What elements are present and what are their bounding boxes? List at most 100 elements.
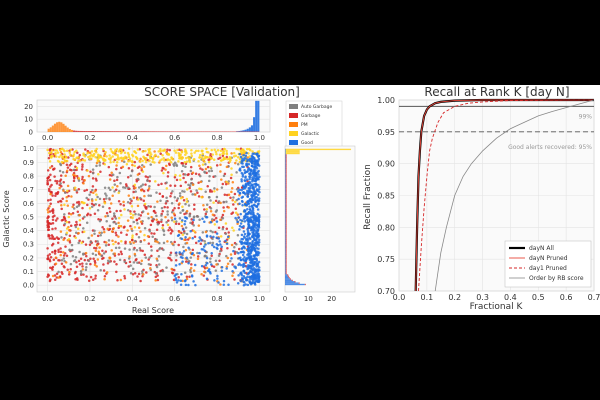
- good-point: [227, 283, 230, 286]
- garbage-point: [115, 233, 118, 237]
- good-point: [242, 165, 245, 169]
- good-point: [212, 245, 216, 249]
- good-point: [187, 246, 190, 250]
- good-point: [251, 176, 254, 179]
- garbage-point: [115, 270, 118, 274]
- good-point: [239, 212, 242, 216]
- good-point: [216, 277, 219, 280]
- galactic-point: [237, 147, 240, 151]
- galactic-point: [161, 226, 164, 230]
- auto-garbage-point: [205, 203, 209, 206]
- galactic-point: [151, 158, 155, 161]
- recall-x-tick: 0.4: [504, 293, 517, 302]
- good-point: [244, 192, 247, 196]
- garbage-point: [177, 243, 180, 247]
- good-point: [254, 220, 258, 223]
- auto-garbage-point: [119, 182, 122, 185]
- good-point: [251, 226, 254, 229]
- galactic-point: [115, 161, 119, 164]
- galactic-point: [83, 154, 87, 158]
- galactic-point: [104, 151, 107, 154]
- garbage-point: [75, 260, 78, 264]
- galactic-point: [125, 162, 129, 166]
- garbage-point: [94, 277, 97, 280]
- auto-garbage-point: [72, 168, 76, 172]
- auto-garbage-point: [129, 271, 133, 275]
- galactic-point: [212, 158, 216, 161]
- galactic-point: [65, 227, 69, 230]
- auto-garbage-point: [170, 218, 174, 222]
- legend-swatch: [289, 113, 298, 118]
- auto-garbage-point: [147, 262, 151, 266]
- top-hist-bar: [178, 131, 182, 132]
- garbage-point: [65, 163, 69, 167]
- right-hist-bar: [285, 192, 286, 194]
- pm-point: [132, 241, 135, 244]
- auto-garbage-point: [90, 205, 94, 208]
- right-hist-x-tick: 10: [304, 295, 313, 303]
- good-point: [237, 263, 240, 267]
- right-hist-bar: [285, 184, 286, 186]
- right-hist-bar: [285, 188, 287, 190]
- auto-garbage-point: [60, 236, 63, 239]
- good-point: [247, 246, 251, 250]
- garbage-point: [75, 265, 79, 268]
- galactic-point: [86, 151, 89, 155]
- right-hist-bar: [285, 185, 287, 187]
- galactic-point: [81, 200, 84, 204]
- auto-garbage-point: [158, 246, 162, 250]
- garbage-point: [117, 199, 121, 203]
- good-point: [247, 252, 250, 256]
- garbage-point: [67, 273, 71, 276]
- top-hist-bar: [164, 131, 167, 132]
- galactic-point: [95, 151, 98, 154]
- galactic-point: [63, 159, 67, 162]
- pm-point: [82, 182, 85, 185]
- pm-point: [78, 213, 81, 217]
- auto-garbage-point: [233, 246, 236, 249]
- right-x-label: Fractional K: [470, 302, 524, 312]
- garbage-point: [76, 151, 79, 154]
- pm-point: [230, 190, 233, 194]
- auto-garbage-point: [222, 174, 226, 178]
- auto-garbage-point: [93, 229, 96, 233]
- pm-point: [49, 192, 52, 196]
- right-hist-bar: [285, 283, 305, 286]
- galactic-point: [203, 160, 206, 164]
- right-hist-bar: [285, 191, 286, 193]
- pm-point: [236, 222, 239, 226]
- auto-garbage-point: [131, 267, 135, 271]
- right-hist-bar: [285, 261, 287, 264]
- pm-point: [94, 189, 97, 193]
- garbage-point: [117, 253, 121, 256]
- good-point: [197, 239, 201, 243]
- right-hist-bar: [285, 253, 286, 256]
- galactic-point: [166, 223, 170, 227]
- garbage-point: [51, 242, 55, 246]
- garbage-point: [124, 183, 128, 186]
- galactic-point: [97, 154, 101, 157]
- legend-label: PM: [301, 122, 308, 128]
- garbage-point: [189, 190, 193, 193]
- garbage-point: [90, 202, 94, 205]
- right-hist-bar: [285, 221, 287, 223]
- auto-garbage-point: [114, 217, 118, 220]
- garbage-point: [133, 272, 137, 275]
- garbage-point: [53, 237, 57, 240]
- galactic-point: [128, 159, 132, 163]
- good-point: [240, 196, 244, 199]
- good-point: [250, 169, 254, 173]
- top-hist-bar: [161, 131, 165, 132]
- auto-garbage-point: [203, 171, 207, 174]
- garbage-point: [138, 147, 142, 151]
- garbage-point: [115, 178, 119, 182]
- garbage-point: [226, 246, 229, 250]
- galactic-point: [128, 157, 132, 160]
- right-hist-bar: [285, 170, 287, 172]
- garbage-point: [86, 203, 89, 207]
- right-hist-bar: [285, 176, 286, 178]
- good-point: [184, 236, 187, 239]
- auto-garbage-point: [77, 179, 81, 182]
- garbage-point: [99, 170, 102, 174]
- auto-garbage-point: [227, 180, 230, 183]
